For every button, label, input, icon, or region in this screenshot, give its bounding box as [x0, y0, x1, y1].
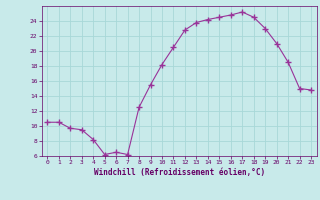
X-axis label: Windchill (Refroidissement éolien,°C): Windchill (Refroidissement éolien,°C) [94, 168, 265, 177]
